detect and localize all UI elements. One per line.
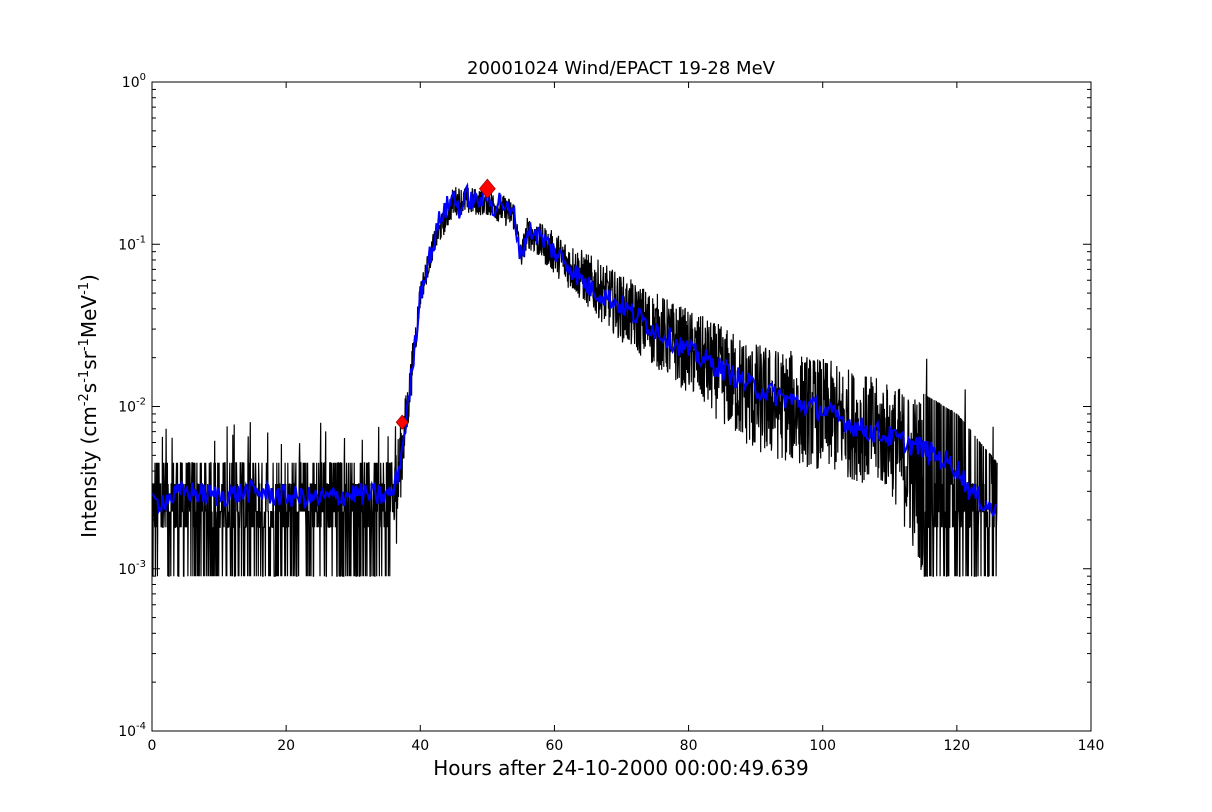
y-tick-label: 10-1	[118, 234, 146, 253]
y-label-exponent: -1	[77, 338, 92, 351]
x-tick-label: 60	[546, 738, 564, 754]
x-tick-label: 0	[148, 738, 157, 754]
x-axis-label: Hours after 24-10-2000 00:00:49.639	[433, 756, 809, 780]
y-tick-base: 10	[122, 75, 140, 91]
x-tick-label: 120	[943, 738, 970, 754]
y-tick-exponent: -1	[136, 234, 146, 245]
y-tick-base: 10	[118, 237, 136, 253]
peak-marker	[478, 178, 496, 199]
x-tick-label: 40	[411, 738, 429, 754]
x-tick-label: 140	[1078, 738, 1105, 754]
chart-title: 20001024 Wind/EPACT 19-28 MeV	[467, 58, 776, 79]
y-label-exponent: -1	[77, 370, 92, 383]
y-label-prefix: Intensity (cm	[77, 406, 101, 538]
y-label-unit: s	[77, 383, 101, 393]
y-tick-label: 10-3	[118, 559, 146, 578]
y-axis-label: Intensity (cm-2s-1sr-1MeV-1)	[77, 274, 101, 538]
onset-marker	[395, 414, 409, 430]
y-tick-exponent: -2	[136, 397, 146, 408]
y-tick-exponent: 0	[140, 72, 146, 83]
y-tick-exponent: -4	[136, 721, 146, 732]
y-label-exponent: -2	[77, 393, 92, 406]
y-tick-label: 100	[122, 72, 146, 91]
y-tick-base: 10	[118, 724, 136, 740]
y-label-unit: )	[77, 274, 101, 282]
y-tick-exponent: -3	[136, 559, 146, 570]
series-raw-line	[152, 187, 998, 577]
y-tick-base: 10	[118, 400, 136, 416]
x-tick-label: 100	[809, 738, 836, 754]
y-tick-label: 10-4	[118, 721, 146, 740]
y-tick-base: 10	[118, 562, 136, 578]
x-tick-label: 20	[277, 738, 295, 754]
y-label-unit: MeV	[77, 295, 101, 339]
series-smoothed-line	[152, 182, 997, 518]
x-tick-label: 80	[680, 738, 698, 754]
y-label-exponent: -1	[77, 282, 92, 295]
y-label-unit: sr	[77, 350, 101, 369]
y-tick-label: 10-2	[118, 397, 146, 416]
